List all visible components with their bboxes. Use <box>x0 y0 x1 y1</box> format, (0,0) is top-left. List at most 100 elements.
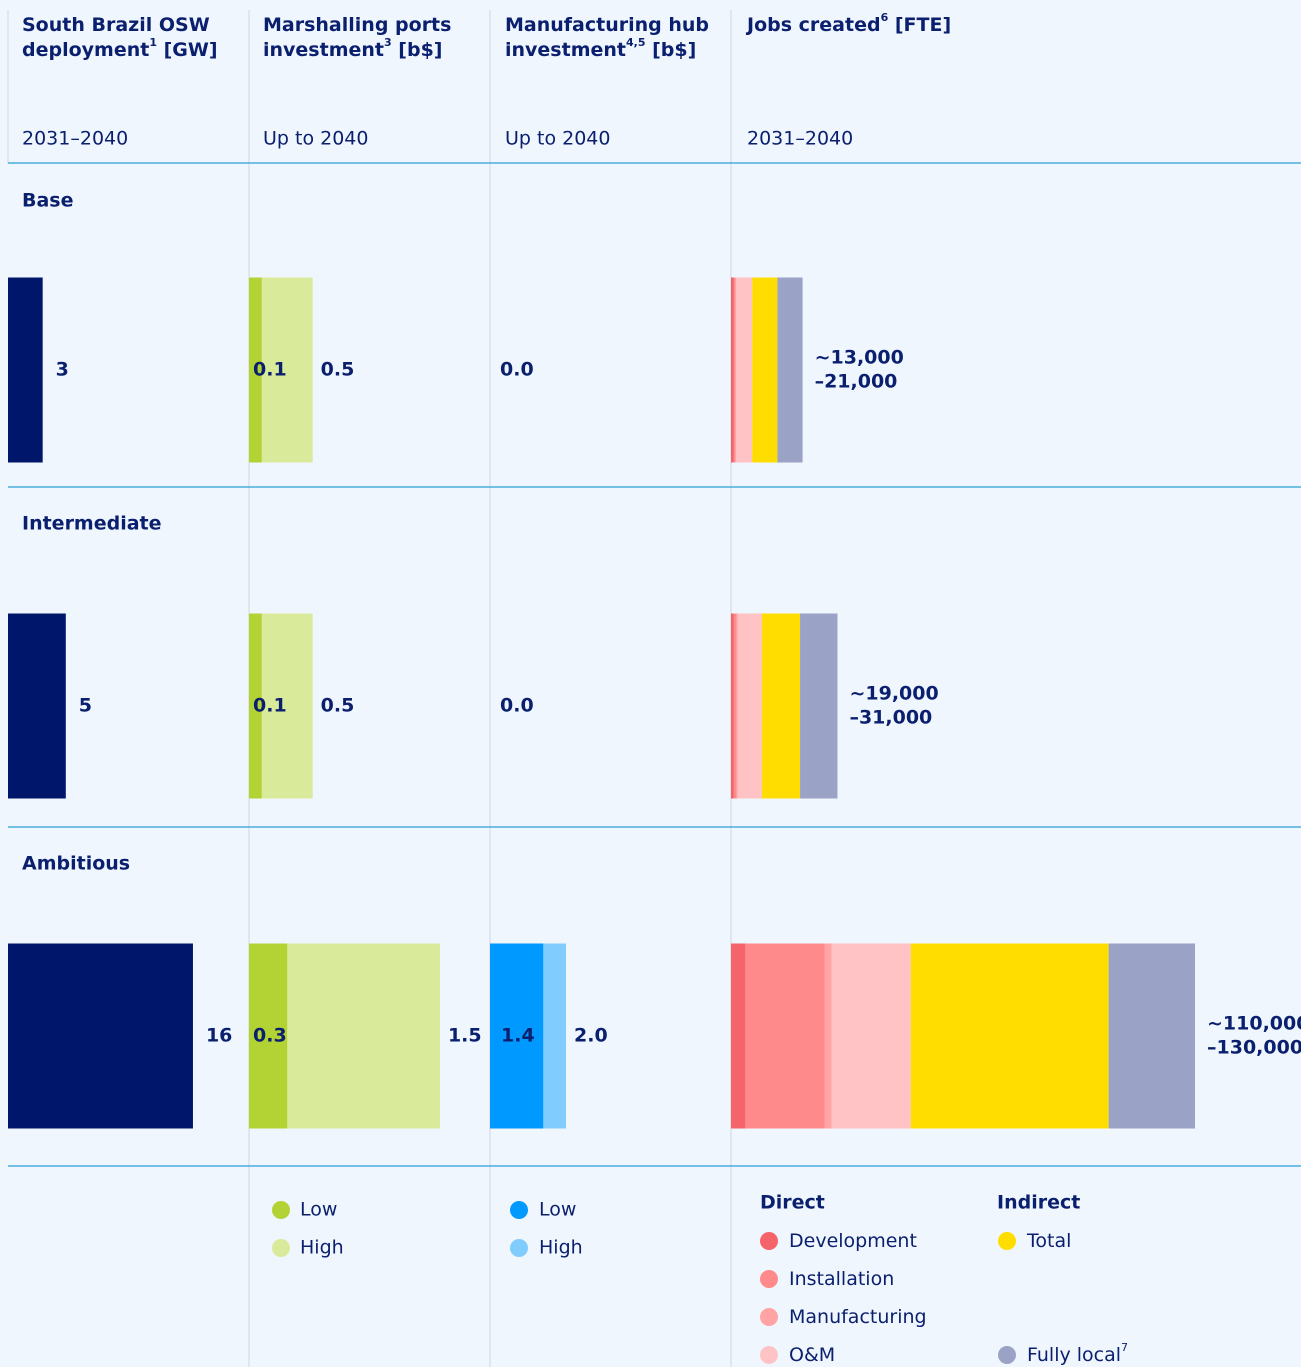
hub-label: 0.0 <box>500 359 534 381</box>
legend-label: Fully local7 <box>1027 1341 1128 1366</box>
jobs-range: ~110,000 <box>1207 1013 1301 1035</box>
legend-text: Development <box>789 1230 917 1252</box>
column-title: Jobs created6 [FTE] <box>745 11 951 36</box>
jobs-segment <box>733 613 737 799</box>
column-title: deployment1 [GW] <box>22 36 218 61</box>
dividers <box>7 10 732 1367</box>
space <box>157 39 164 61</box>
title-text: Marshalling ports <box>263 14 451 36</box>
jobs-segment <box>731 613 734 799</box>
column-title: Marshalling ports <box>263 14 451 36</box>
superscript: 7 <box>1121 1341 1128 1354</box>
title-text: investment <box>263 39 384 61</box>
jobs-segment <box>736 613 738 799</box>
legend-dot <box>510 1201 528 1219</box>
unit: [GW] <box>164 39 218 61</box>
space <box>392 39 399 61</box>
space <box>646 39 653 61</box>
ports-low-bar <box>249 613 262 799</box>
legend-text: O&M <box>789 1344 835 1366</box>
title-text: South Brazil OSW <box>22 14 210 36</box>
ports-low-label: 0.1 <box>253 695 287 717</box>
scenario-name: Base <box>22 190 74 212</box>
jobs-range: ~19,000 <box>849 683 938 705</box>
ports-low-label: 0.3 <box>253 1025 287 1047</box>
jobs-range: –31,000 <box>849 707 932 729</box>
legend-dot <box>998 1232 1016 1250</box>
legend-dot <box>760 1232 778 1250</box>
jobs-segment <box>800 613 838 799</box>
column-title: South Brazil OSW <box>22 14 210 36</box>
jobs-segment <box>761 613 801 799</box>
legend-label: Manufacturing <box>789 1306 927 1328</box>
period: 2031–2040 <box>22 128 128 150</box>
legend-dot <box>760 1346 778 1364</box>
ports-high-label: 0.5 <box>321 359 355 381</box>
legend-label: Low <box>300 1199 337 1221</box>
jobs-segment <box>1108 943 1195 1129</box>
jobs-segment <box>737 613 762 799</box>
hub-low-bar <box>490 943 544 1129</box>
legend-dot <box>272 1201 290 1219</box>
deployment-bar <box>8 943 193 1129</box>
jobs-segment <box>777 277 803 463</box>
superscript: 4,5 <box>626 36 646 49</box>
legend-label: High <box>300 1237 344 1259</box>
period: Up to 2040 <box>505 128 610 150</box>
legend-dot <box>760 1270 778 1288</box>
space <box>888 14 895 36</box>
legend-group-title: Direct <box>760 1192 825 1214</box>
hub-high-label: 2.0 <box>574 1025 608 1047</box>
unit: [b$] <box>398 39 442 61</box>
superscript: 3 <box>384 36 392 49</box>
hub-label: 0.0 <box>500 695 534 717</box>
legend-text: Total <box>1026 1230 1071 1252</box>
period: Up to 2040 <box>263 128 368 150</box>
jobs-segment <box>731 943 746 1129</box>
jobs-segment <box>824 943 832 1129</box>
hub-low-label: 1.4 <box>501 1025 535 1047</box>
unit: [b$] <box>652 39 696 61</box>
row-lines <box>8 162 1301 1167</box>
deployment-label: 16 <box>206 1025 232 1047</box>
ports-high-label: 1.5 <box>448 1025 482 1047</box>
scenario-name: Ambitious <box>22 853 130 875</box>
legend-dot <box>510 1239 528 1257</box>
jobs-segment <box>733 277 735 463</box>
column-title: investment3 [b$] <box>263 36 442 61</box>
legend-dot <box>272 1239 290 1257</box>
legend-label: Development <box>789 1230 917 1252</box>
jobs-segment <box>831 943 911 1129</box>
jobs-segment <box>731 277 734 463</box>
jobs-range: –21,000 <box>815 371 898 393</box>
legend-label: Installation <box>789 1268 894 1290</box>
jobs-segment <box>734 277 737 463</box>
legend-dot <box>998 1346 1016 1364</box>
legend-label: Total <box>1026 1230 1071 1252</box>
deployment-bar <box>8 613 66 799</box>
ports-high-label: 0.5 <box>321 695 355 717</box>
legend-text: Installation <box>789 1268 894 1290</box>
legend-group-title: Indirect <box>997 1192 1080 1214</box>
scenario-name: Intermediate <box>22 513 162 535</box>
legend-label: Low <box>539 1199 576 1221</box>
title-text: investment <box>505 39 626 61</box>
ports-low-bar <box>249 277 262 463</box>
ports-low-bar <box>249 943 288 1129</box>
legend-text: Manufacturing <box>789 1306 927 1328</box>
legend-text: Fully local <box>1027 1344 1121 1366</box>
deployment-label: 5 <box>79 695 92 717</box>
superscript: 6 <box>881 11 889 24</box>
deployment-bar <box>8 277 43 463</box>
legend-label: High <box>539 1237 583 1259</box>
jobs-segment <box>752 277 778 463</box>
legend-dot <box>760 1308 778 1326</box>
unit: [FTE] <box>895 14 951 36</box>
jobs-segment <box>736 277 753 463</box>
deployment-label: 3 <box>56 359 69 381</box>
jobs-segment <box>745 943 825 1129</box>
jobs-segment <box>910 943 1109 1129</box>
column-title: Manufacturing hub <box>505 14 709 36</box>
legend-label: O&M <box>789 1344 835 1366</box>
ports-low-label: 0.1 <box>253 359 287 381</box>
